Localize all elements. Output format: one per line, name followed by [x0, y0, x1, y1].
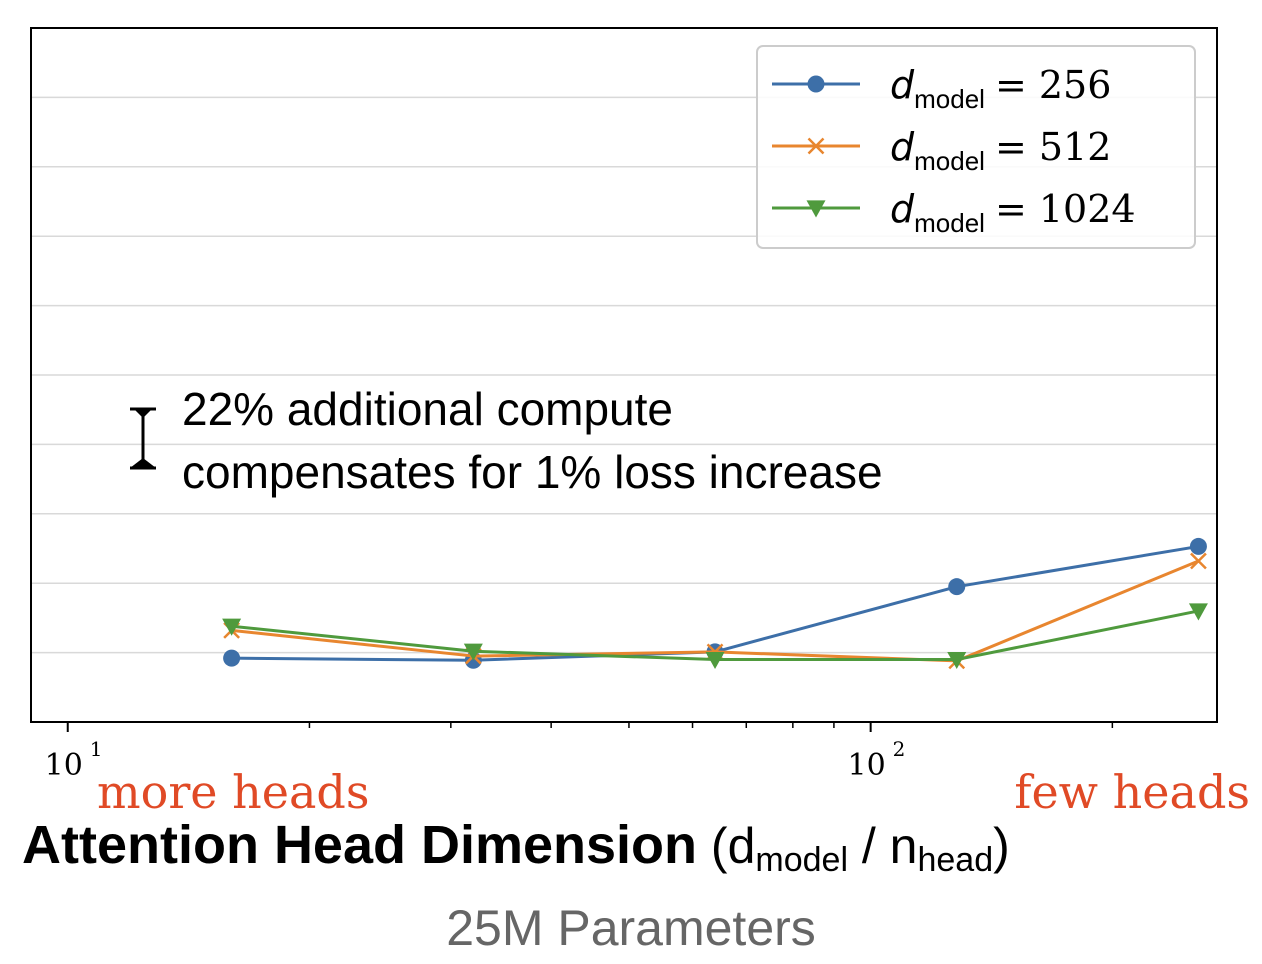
x-tick-base: 10: [45, 748, 83, 783]
grid-lines: [31, 96, 1217, 654]
x-tick-label: 10 2: [848, 737, 906, 783]
data-point-x: [807, 137, 825, 155]
legend-label: dmodel = 256: [890, 63, 1111, 114]
legend-box: [756, 45, 1196, 249]
legend-label-sub: model: [914, 146, 985, 176]
data-point-triangle: [222, 618, 242, 636]
data-point-circle: [223, 649, 241, 667]
error-bar-icon: [130, 407, 156, 470]
annotation-line-1: 22% additional compute: [182, 383, 673, 435]
series-2: [222, 603, 1208, 670]
series-line: [231, 544, 1199, 662]
annotation-line-2: compensates for 1% loss increase: [182, 446, 883, 498]
legend-label: dmodel = 512: [890, 125, 1111, 176]
more-heads-label: more heads: [97, 765, 369, 819]
x-axis-title-close: ): [993, 818, 1010, 874]
legend-label-d: d: [890, 63, 915, 107]
legend-item: dmodel = 512: [772, 125, 1111, 176]
x-tick-exponent: 1: [90, 737, 103, 761]
legend-label-value: = 1024: [995, 187, 1136, 231]
legend-label-value: = 512: [995, 125, 1111, 169]
legend-label-sub: model: [914, 84, 985, 114]
data-point-triangle: [463, 643, 483, 661]
legend-label-d: d: [890, 125, 915, 169]
x-tick-base: 10: [848, 748, 886, 783]
x-axis-title-mid: / n: [848, 818, 917, 874]
plot-area-frame: [30, 27, 1218, 723]
x-axis-title-main: Attention Head Dimension: [22, 815, 697, 875]
x-tick-label: 10 1: [45, 737, 103, 783]
annotation: 22% additional compute compensates for 1…: [130, 383, 883, 498]
legend-label-sub: model: [914, 208, 985, 238]
legend-label: dmodel = 1024: [890, 187, 1136, 238]
data-point-x: [1190, 552, 1207, 570]
data-point-circle: [948, 578, 966, 596]
data-point-triangle: [1188, 603, 1208, 621]
data-point-triangle: [806, 200, 826, 218]
series-0: [223, 537, 1207, 669]
x-axis-title: Attention Head Dimension (dmodel / nhead…: [22, 815, 1010, 879]
x-axis-ticks: 10 1 10 2: [45, 722, 1114, 783]
x-axis-title-sub1: model: [755, 841, 848, 879]
data-point-circle: [807, 75, 825, 93]
legend-label-d: d: [890, 187, 915, 231]
legend-item: dmodel = 256: [772, 63, 1111, 114]
few-heads-label: few heads: [1014, 765, 1250, 819]
series-layer: [222, 537, 1208, 670]
data-point-triangle: [705, 651, 725, 670]
x-axis-title-sub2: head: [917, 841, 993, 879]
x-tick-exponent: 2: [893, 737, 906, 761]
data-point-circle: [1189, 537, 1207, 555]
legend-item: dmodel = 1024: [772, 187, 1136, 238]
chart-subtitle: 25M Parameters: [446, 900, 816, 956]
x-axis-title-open: (d: [697, 818, 755, 874]
legend-label-value: = 256: [995, 63, 1111, 107]
data-point-triangle: [947, 651, 967, 670]
